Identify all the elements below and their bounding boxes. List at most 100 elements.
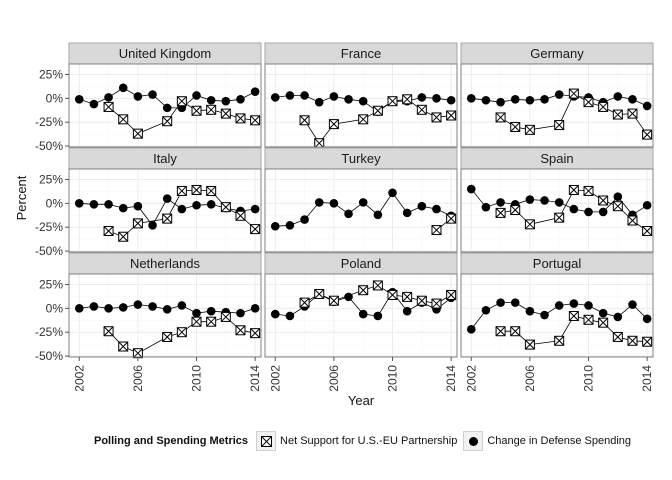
point-defense (270, 309, 280, 319)
point-defense (329, 199, 339, 208)
point-support (206, 185, 217, 196)
point-defense (148, 90, 157, 99)
point-defense (148, 220, 157, 230)
point-support (387, 289, 398, 300)
point-defense (417, 201, 427, 211)
point-defense (177, 204, 187, 214)
point-defense (104, 304, 113, 313)
point-support (235, 210, 246, 221)
point-support (495, 326, 506, 337)
point-defense (525, 306, 535, 316)
facet-title-italy: Italy (153, 151, 177, 166)
point-support (103, 326, 114, 337)
y-tick-label: -50% (35, 349, 63, 363)
point-support (191, 105, 202, 116)
panel-bg-turkey (265, 169, 457, 252)
point-support (162, 116, 173, 127)
point-defense (628, 300, 637, 309)
point-defense (270, 221, 280, 231)
point-defense (496, 298, 505, 307)
point-defense (510, 94, 520, 104)
point-support (220, 202, 231, 213)
point-support (220, 108, 231, 119)
point-support (568, 88, 579, 99)
panel-border-germany (460, 63, 654, 148)
point-support (446, 110, 457, 121)
x-axis-title: Year (348, 393, 375, 408)
point-support (372, 280, 383, 291)
point-defense (74, 94, 84, 104)
point-defense (236, 94, 245, 104)
point-defense (446, 95, 456, 105)
facet-title-united-kingdom: United Kingdom (119, 46, 212, 61)
point-support (132, 128, 143, 139)
point-defense (598, 207, 608, 217)
series-line-support-germany (500, 93, 648, 135)
point-support (627, 215, 638, 226)
series-line-support-italy (108, 189, 256, 238)
point-defense (192, 91, 201, 100)
y-tick-label: 0% (46, 91, 64, 105)
point-defense (221, 96, 231, 106)
point-support (431, 225, 442, 236)
point-support (612, 331, 623, 342)
point-support (510, 205, 521, 216)
point-support (372, 105, 383, 116)
point-defense (206, 95, 216, 105)
point-support (191, 184, 202, 195)
point-defense (598, 308, 608, 318)
point-defense (236, 308, 245, 318)
x-tick-label: 2014 (640, 365, 654, 392)
y-tick-label: -25% (35, 220, 63, 234)
point-defense (496, 97, 505, 107)
legend-label-defense: Change in Defense Spending (487, 435, 632, 447)
point-defense (481, 95, 491, 105)
point-support (583, 185, 594, 196)
series-line-support-united-kingdom (108, 100, 256, 135)
point-defense (417, 93, 427, 102)
point-defense (432, 94, 441, 103)
panel-bg-spain (461, 169, 653, 252)
point-defense (496, 198, 505, 207)
x-tick-label: 2014 (248, 365, 262, 392)
point-defense (206, 306, 216, 316)
point-support (495, 207, 506, 218)
facet-title-portugal: Portugal (533, 256, 582, 271)
facet-title-netherlands: Netherlands (130, 256, 201, 271)
point-support (446, 213, 457, 224)
point-defense (74, 304, 84, 313)
point-support (206, 316, 217, 327)
point-defense (373, 311, 383, 321)
point-defense (89, 99, 99, 109)
point-support (598, 195, 609, 206)
point-defense (402, 306, 412, 316)
point-support (495, 112, 506, 123)
point-defense (162, 103, 172, 113)
x-tick-label: 2006 (131, 365, 145, 392)
point-defense (358, 96, 368, 106)
point-support (554, 120, 565, 131)
point-support (235, 325, 246, 336)
point-support (118, 231, 129, 242)
point-support (431, 298, 442, 309)
facet-title-poland: Poland (341, 256, 381, 271)
point-defense (177, 301, 187, 310)
point-support (598, 101, 609, 112)
point-defense (628, 94, 637, 104)
point-support (220, 311, 231, 322)
point-defense (250, 304, 260, 313)
point-defense (133, 300, 143, 309)
point-support (416, 295, 427, 306)
point-support (431, 112, 442, 123)
point-support (103, 101, 114, 112)
point-defense (104, 199, 113, 209)
point-defense (642, 200, 652, 210)
point-support (416, 104, 427, 115)
legend-label-support: Net Support for U.S.-EU Partnership (280, 435, 458, 447)
point-defense (569, 299, 579, 308)
point-defense (192, 308, 201, 318)
legend: Polling and Spending Metrics Net Support… (94, 430, 637, 452)
point-defense (466, 94, 476, 103)
point-support (627, 108, 638, 119)
